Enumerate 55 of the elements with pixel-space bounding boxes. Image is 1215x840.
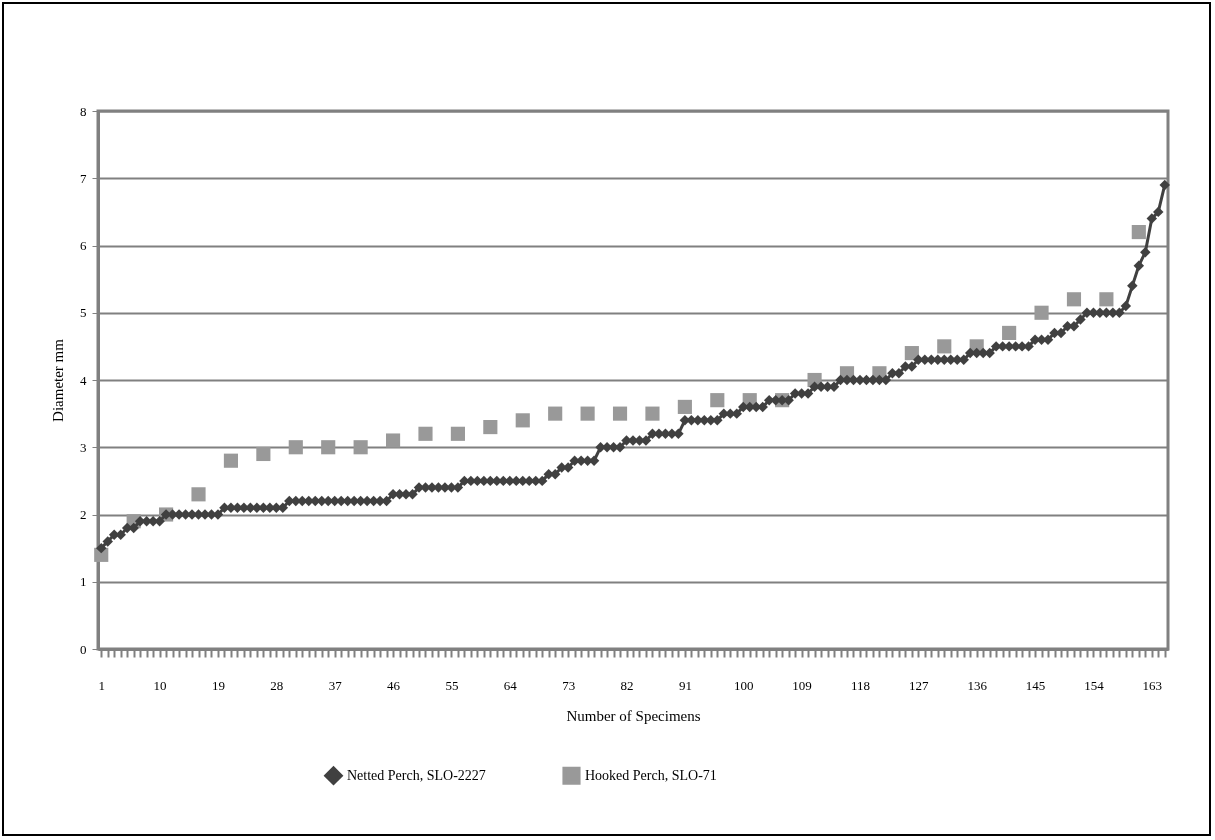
y-axis-title: Diameter mm: [50, 338, 66, 422]
point: [483, 420, 498, 435]
point: [612, 406, 628, 421]
x-tick-label: 82: [620, 677, 634, 693]
x-tick-label: 55: [445, 677, 459, 693]
x-tick-label: 127: [909, 677, 930, 693]
point: [256, 446, 271, 462]
x-tick-label: 19: [211, 677, 225, 693]
point: [223, 453, 239, 468]
legend-label: Netted Perch, SLO-2227: [347, 767, 486, 783]
y-tick-label: 1: [80, 574, 87, 590]
x-tick-label: 145: [1025, 677, 1046, 693]
point: [1066, 292, 1082, 307]
x-tick-label: 91: [678, 677, 692, 693]
y-tick-label: 2: [80, 507, 87, 522]
x-axis-title: Number of Specimens: [566, 707, 701, 724]
x-tick-label: 46: [387, 677, 401, 693]
y-tick-label: 0: [80, 641, 87, 657]
point: [418, 426, 433, 441]
x-tick-label: 1: [98, 677, 105, 693]
point: [450, 426, 465, 441]
point: [191, 487, 206, 502]
x-tick-label: 118: [850, 677, 870, 693]
point: [580, 406, 595, 421]
point: [645, 406, 660, 421]
point: [1131, 224, 1146, 240]
x-tick-label: 100: [733, 677, 754, 693]
point: [1099, 292, 1114, 307]
x-tick-label: 154: [1084, 677, 1105, 693]
point: [677, 399, 692, 414]
y-tick-label: 3: [80, 439, 87, 455]
x-tick-label: 136: [967, 677, 988, 693]
x-tick-label: 163: [1142, 677, 1163, 693]
x-tick-label: 10: [153, 677, 167, 693]
y-tick-label: 5: [80, 305, 87, 321]
point: [515, 413, 530, 428]
x-tick-label: 73: [562, 677, 576, 693]
point: [321, 440, 336, 455]
point: [548, 406, 563, 421]
x-tick-label: 109: [792, 677, 812, 693]
point: [710, 393, 725, 408]
point: [937, 339, 952, 354]
x-tick-label: 64: [503, 677, 518, 693]
y-tick-label: 4: [80, 372, 87, 388]
point: [353, 440, 368, 455]
legend-label: Hooked Perch, SLO-71: [585, 767, 717, 783]
point: [288, 440, 303, 455]
point: [1034, 305, 1049, 320]
x-tick-label: 37: [328, 677, 343, 693]
point: [1002, 325, 1017, 340]
x-tick-label: 28: [270, 677, 284, 693]
y-tick-label: 6: [80, 238, 87, 253]
point: [385, 433, 401, 448]
y-tick-label: 7: [80, 170, 87, 186]
y-tick-label: 8: [80, 103, 87, 119]
